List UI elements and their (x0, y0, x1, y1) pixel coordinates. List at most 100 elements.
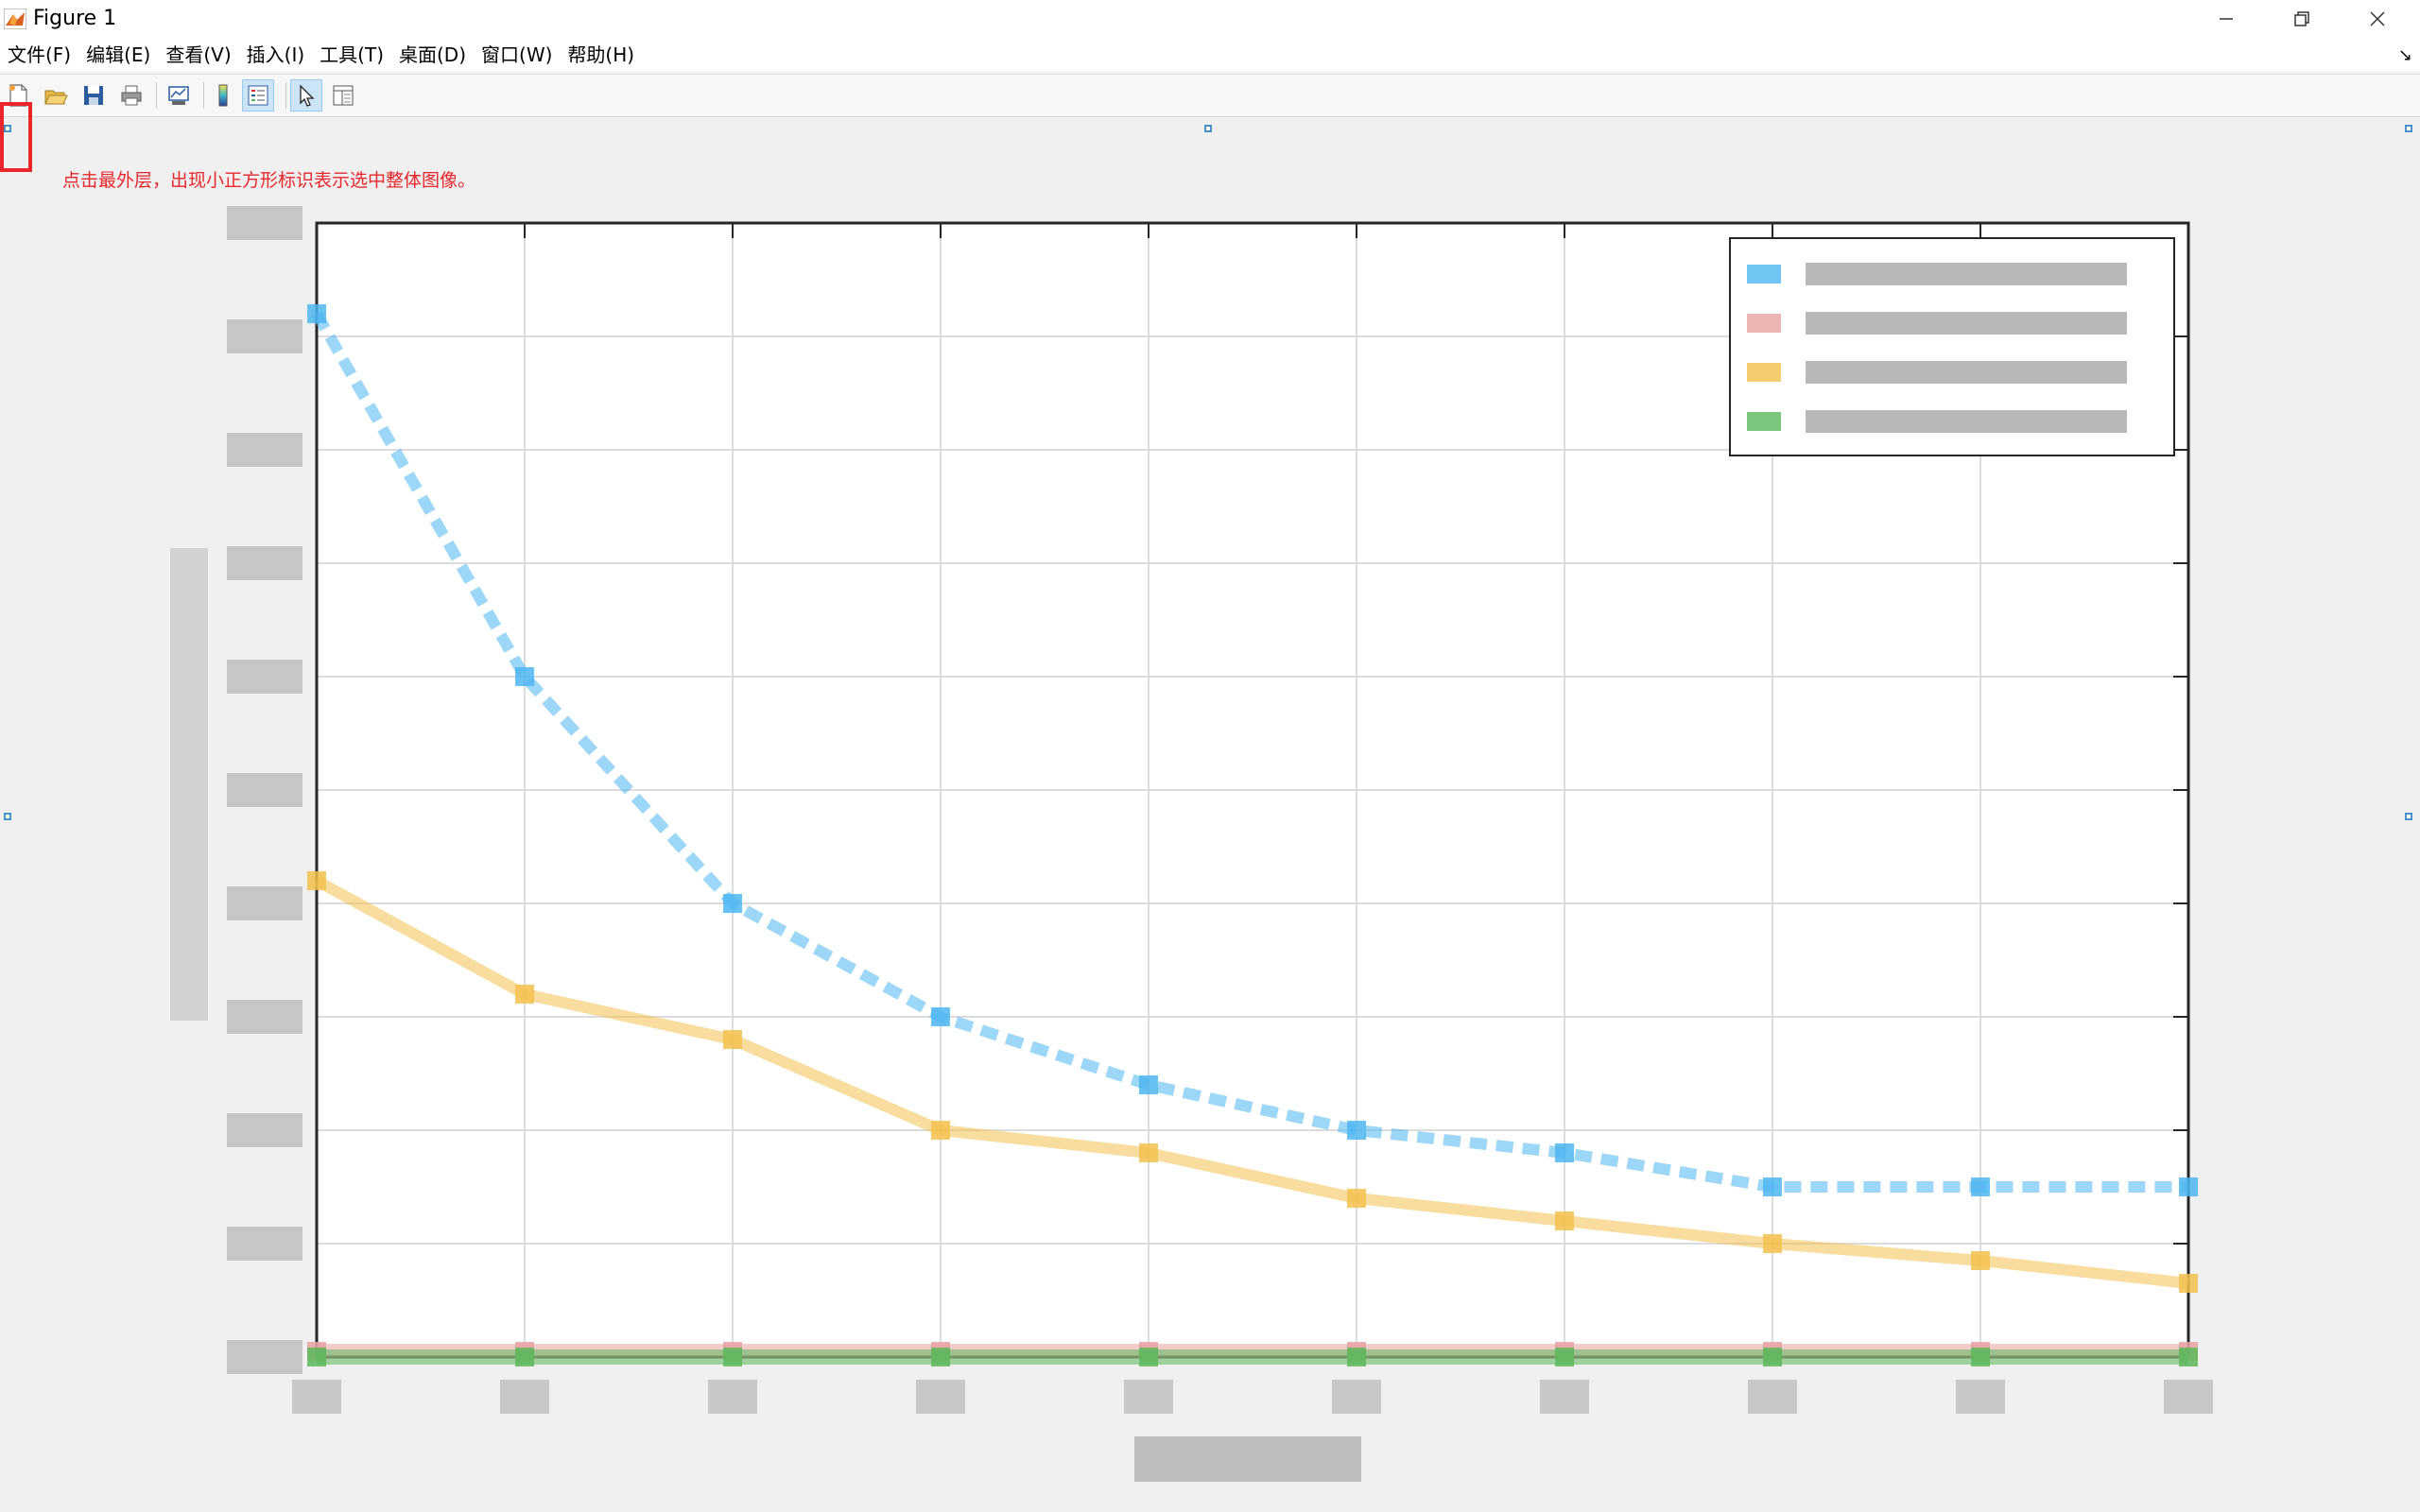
menu-window[interactable]: 窗口(W) (481, 43, 553, 66)
series-marker-3 (1555, 1348, 1574, 1366)
minimize-button[interactable] (2193, 0, 2259, 38)
series-line-0 (311, 311, 2188, 1193)
series-line-2 (314, 875, 2189, 1289)
matlab-icon (4, 9, 26, 29)
y-tick-label-obscured (227, 773, 302, 807)
insert-colorbar-button[interactable] (207, 79, 239, 112)
series-marker-2 (515, 985, 534, 1004)
plot-lines (307, 304, 2198, 1366)
legend[interactable] (1729, 237, 2175, 456)
window-title: Figure 1 (33, 7, 117, 30)
series-marker-3 (2179, 1348, 2198, 1366)
x-tick-label-obscured (708, 1380, 757, 1414)
selection-handle-left[interactable] (4, 813, 11, 820)
minimize-icon (2220, 18, 2233, 20)
y-tick-label-obscured (227, 319, 302, 353)
insert-legend-icon (248, 85, 268, 106)
x-tick-label-obscured (2164, 1380, 2213, 1414)
figure-toolbar (0, 74, 2420, 117)
series-marker-0 (1971, 1177, 1990, 1196)
ylabel-obscured (170, 548, 208, 1021)
series-marker-3 (307, 1348, 326, 1366)
property-inspector-button[interactable] (327, 79, 359, 112)
series-marker-3 (1763, 1348, 1782, 1366)
open-file-icon (44, 90, 68, 105)
y-tick-label-obscured (227, 433, 302, 467)
xlabel-obscured (1134, 1436, 1361, 1482)
x-tick-label-obscured (292, 1380, 341, 1414)
series-marker-2 (723, 1030, 742, 1049)
x-tick-label-obscured (1332, 1380, 1381, 1414)
legend-label-obscured (1806, 361, 2127, 384)
series-marker-0 (1555, 1143, 1574, 1162)
edit-plot-button[interactable] (290, 79, 322, 112)
series-marker-0 (2179, 1177, 2198, 1196)
series-marker-2 (1971, 1251, 1990, 1270)
series-marker-3 (723, 1348, 742, 1366)
series-marker-2 (2179, 1274, 2198, 1293)
series-marker-3 (1139, 1348, 1158, 1366)
menu-bar: 文件(F) 编辑(E) 查看(V) 插入(I) 工具(T) 桌面(D) 窗口(W… (0, 38, 2420, 72)
y-tick-label-obscured (227, 546, 302, 580)
menu-insert[interactable]: 插入(I) (246, 43, 305, 66)
x-tick-label-obscured (1124, 1380, 1173, 1414)
legend-swatch (1747, 265, 1781, 284)
insert-colorbar-icon (218, 84, 228, 107)
selection-handle-top[interactable] (1204, 125, 1212, 132)
y-tick-label-obscured (227, 206, 302, 240)
print-icon (121, 85, 142, 106)
y-tick-label-obscured (227, 1340, 302, 1374)
menu-view[interactable]: 查看(V) (165, 43, 232, 66)
dock-arrow-icon[interactable]: ↘ (2397, 45, 2412, 65)
close-icon (2370, 11, 2385, 26)
new-figure-button[interactable] (2, 79, 34, 112)
y-tick-label-obscured (227, 1113, 302, 1147)
series-marker-3 (515, 1348, 534, 1366)
link-plot-button[interactable] (163, 79, 195, 112)
series-marker-0 (515, 667, 534, 686)
toolbar-separator (156, 82, 157, 109)
series-marker-0 (307, 304, 326, 323)
open-file-button[interactable] (40, 79, 72, 112)
save-icon (84, 86, 103, 105)
menu-help[interactable]: 帮助(H) (567, 43, 635, 66)
close-button[interactable] (2344, 0, 2411, 38)
highlight-box (0, 102, 32, 172)
selection-handle-top-left[interactable] (4, 125, 11, 132)
selection-handle-top-right[interactable] (2405, 125, 2412, 132)
property-inspector-icon (333, 85, 354, 106)
x-tick-label-obscured (1748, 1380, 1797, 1414)
menu-file[interactable]: 文件(F) (8, 43, 72, 66)
menu-desktop[interactable]: 桌面(D) (399, 43, 467, 66)
save-button[interactable] (78, 79, 110, 112)
toolbar-separator (203, 82, 204, 109)
restore-icon (2294, 11, 2309, 26)
menu-edit[interactable]: 编辑(E) (86, 43, 151, 66)
link-plot-icon (168, 86, 189, 105)
insert-legend-button[interactable] (242, 79, 274, 112)
x-tick-label-obscured (1956, 1380, 2005, 1414)
series-marker-3 (931, 1348, 950, 1366)
legend-swatch (1747, 412, 1781, 431)
legend-label-obscured (1806, 263, 2127, 285)
tick-labels (227, 206, 2213, 1414)
restore-button[interactable] (2269, 0, 2335, 38)
series-marker-2 (1139, 1143, 1158, 1162)
instruction-annotation: 点击最外层，出现小正方形标识表示选中整体图像。 (62, 170, 476, 191)
x-tick-label-obscured (916, 1380, 965, 1414)
series-marker-2 (1347, 1189, 1366, 1208)
toolbar-separator (285, 82, 286, 109)
legend-label-obscured (1806, 410, 2127, 433)
series-marker-0 (1763, 1177, 1782, 1196)
series-marker-3 (1347, 1348, 1366, 1366)
x-tick-label-obscured (1540, 1380, 1589, 1414)
legend-label-obscured (1806, 312, 2127, 335)
edit-plot-pointer-icon (300, 84, 315, 107)
print-button[interactable] (115, 79, 147, 112)
menu-tools[interactable]: 工具(T) (320, 43, 384, 66)
y-tick-label-obscured (227, 886, 302, 920)
selection-handle-right[interactable] (2405, 813, 2412, 820)
series-marker-2 (931, 1121, 950, 1140)
